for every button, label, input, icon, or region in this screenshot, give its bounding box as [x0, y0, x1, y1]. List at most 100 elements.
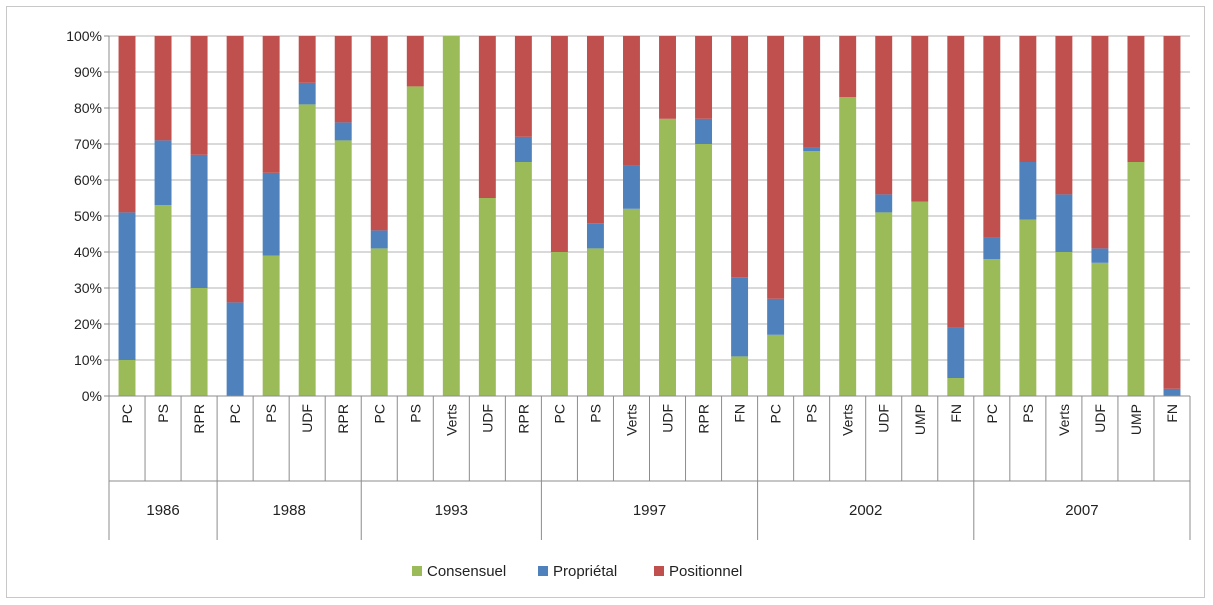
bar-segment: [623, 208, 640, 396]
bar-segment: [406, 86, 424, 397]
y-tick-label: 10%: [74, 352, 102, 368]
x-tick-label: UDF: [660, 404, 676, 433]
bar-segment: [154, 140, 172, 206]
bar-segment: [1091, 248, 1109, 263]
bar-segment: [118, 36, 136, 213]
bar-segment: [334, 36, 352, 123]
bar-segment: [983, 36, 1001, 238]
bar-segment: [226, 36, 244, 303]
x-tick-label: Verts: [623, 404, 639, 436]
bar-segment: [586, 223, 604, 249]
x-tick-label: UMP: [912, 404, 928, 435]
x-tick-label: FN: [732, 404, 748, 423]
bar-segment: [983, 237, 1001, 260]
bar-segment: [695, 36, 713, 119]
x-tick-label: Verts: [840, 404, 856, 436]
bar-segment: [1019, 36, 1037, 162]
bar-segment: [190, 36, 208, 155]
bar-segment: [659, 118, 676, 397]
x-tick-label: Verts: [1056, 404, 1072, 436]
bar-segment: [586, 36, 604, 224]
x-tick-label: FN: [948, 404, 964, 423]
bar-segment: [767, 298, 785, 335]
group-label: 1986: [146, 502, 179, 519]
bar-segment: [334, 122, 352, 141]
bar-segment: [514, 136, 532, 162]
x-tick-label: PS: [587, 404, 603, 423]
x-tick-label: PS: [804, 404, 820, 423]
bar-segment: [154, 205, 172, 396]
bar-segment: [695, 118, 713, 144]
gridlines: [109, 35, 1190, 361]
x-tick-label: RPR: [515, 404, 531, 434]
group-label: 2002: [849, 502, 882, 519]
bar-segment: [550, 252, 568, 396]
bar-segment: [406, 36, 424, 87]
x-tick-label: UDF: [876, 404, 892, 433]
stacked-bar-chart: 0% 10% 20% 30% 40% 50% 60% 70% 80% 90% 100% PC PS RPR…: [66, 28, 1191, 580]
bar-segment: [370, 230, 388, 249]
bar-segment: [623, 165, 640, 209]
x-tick-label: PS: [1020, 404, 1036, 423]
bar-segment: [875, 36, 893, 195]
bar-segment: [442, 36, 460, 396]
legend-swatch: [412, 566, 422, 576]
bar-segment: [478, 198, 496, 396]
bar-segment: [1055, 36, 1073, 195]
bar-segment: [298, 82, 316, 105]
bar-segment: [190, 154, 208, 288]
bar-segment: [767, 334, 785, 396]
bar-segment: [1127, 36, 1145, 162]
x-tick-label: PC: [227, 404, 243, 423]
bar-segment: [1091, 36, 1109, 249]
y-tick-label: 40%: [74, 244, 102, 260]
y-tick-label: 30%: [74, 280, 102, 296]
x-tick-label: PC: [119, 404, 135, 423]
bar-segment: [118, 212, 136, 360]
legend-swatch: [654, 566, 664, 576]
bar-segment: [695, 144, 713, 396]
bar-segment: [262, 36, 280, 173]
bar-segment: [1019, 162, 1037, 220]
x-tick-label: PS: [407, 404, 423, 423]
bar-segment: [1019, 219, 1037, 396]
bar-segment: [586, 248, 604, 396]
y-tick-label: 0%: [82, 388, 102, 404]
bar-segment: [118, 360, 136, 396]
bar-segment: [1127, 162, 1145, 396]
bar-segment: [911, 201, 929, 396]
group-label: 2007: [1065, 502, 1098, 519]
bar-segment: [1055, 194, 1073, 252]
x-tick-label: FN: [1164, 404, 1180, 423]
y-tick-label: 50%: [74, 208, 102, 224]
bar-segment: [334, 140, 352, 396]
bar-segment: [226, 302, 244, 396]
bar-segment: [262, 172, 280, 256]
y-tick-label: 90%: [74, 64, 102, 80]
y-tick-label: 20%: [74, 316, 102, 332]
bar-segment: [947, 327, 965, 378]
group-label: 1997: [633, 502, 666, 519]
bar-segment: [514, 36, 532, 137]
bar-segment: [298, 104, 316, 397]
bar-segment: [803, 36, 821, 148]
bar-segment: [370, 36, 388, 231]
bar-segment: [1163, 388, 1181, 396]
bar-segment: [731, 36, 749, 278]
x-tick-label: UDF: [299, 404, 315, 433]
bar-segment: [911, 36, 929, 202]
bar-segment: [514, 162, 532, 396]
y-tick-label: 60%: [74, 172, 102, 188]
bar-segment: [478, 36, 496, 198]
x-tick-label: UDF: [1092, 404, 1108, 433]
group-label: 1988: [272, 502, 305, 519]
bar-segment: [803, 147, 821, 152]
bar-segment: [298, 36, 316, 83]
bar-segment: [947, 378, 965, 396]
bar-segment: [1163, 36, 1181, 389]
bar-segment: [983, 259, 1001, 396]
x-tick-label: PS: [263, 404, 279, 423]
legend: Consensuel Propriétal Positionnel: [412, 563, 742, 580]
bar-segment: [839, 97, 857, 396]
x-tick-label: PC: [984, 404, 1000, 423]
